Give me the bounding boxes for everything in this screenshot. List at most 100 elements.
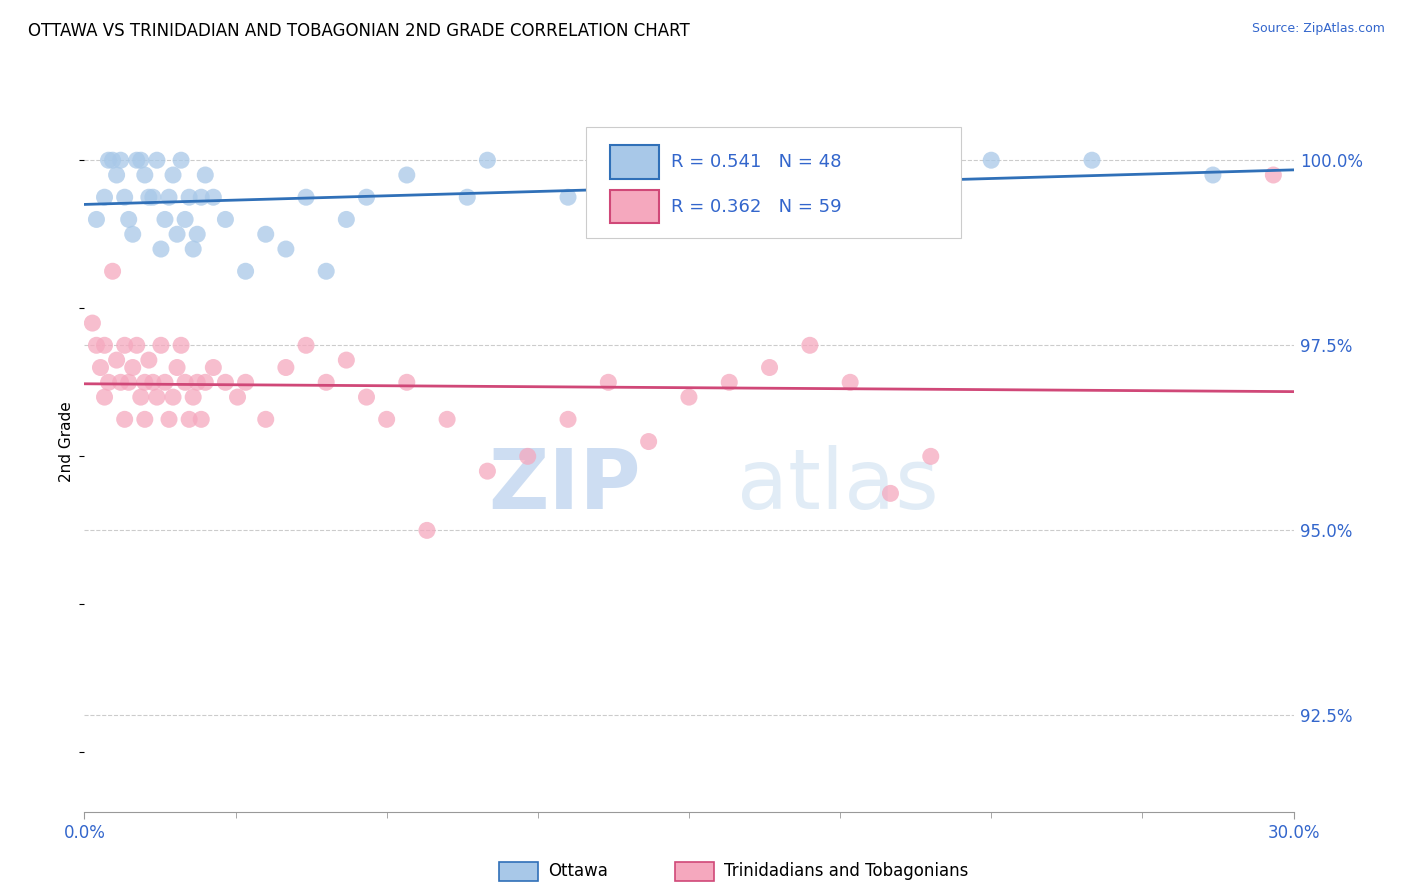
Point (142, 190, 165, 204)
Point (179, 190, 201, 204)
Point (799, 338, 821, 352)
Point (153, 376, 176, 390)
Point (295, 190, 318, 204)
Point (174, 212, 197, 227)
Point (149, 242, 172, 256)
Point (980, 153, 1002, 168)
Point (879, 486, 901, 500)
Point (129, 153, 152, 168)
Point (477, 464, 499, 478)
Point (149, 338, 172, 352)
Point (170, 338, 193, 352)
Point (89, 360, 111, 375)
Point (315, 376, 337, 390)
Point (93, 190, 115, 204)
Point (920, 450, 942, 464)
Point (194, 376, 217, 390)
Point (718, 376, 741, 390)
Point (194, 168, 217, 182)
Point (138, 190, 160, 204)
Point (134, 168, 156, 182)
Point (335, 212, 357, 227)
Point (138, 353, 160, 368)
Point (274, 360, 297, 375)
Point (179, 412, 201, 426)
Point (557, 190, 579, 204)
Point (315, 264, 337, 278)
Point (879, 168, 901, 182)
Point (121, 227, 143, 242)
Point (356, 390, 378, 404)
Point (118, 212, 141, 227)
Point (235, 264, 257, 278)
Point (516, 450, 538, 464)
Text: R = 0.362   N = 59: R = 0.362 N = 59 (671, 198, 841, 216)
Point (153, 212, 176, 227)
Point (110, 376, 132, 390)
Point (82, 316, 104, 330)
Point (1263, 168, 1285, 182)
Point (1081, 153, 1104, 168)
Point (202, 360, 225, 375)
Point (93, 338, 115, 352)
Point (93, 390, 115, 404)
Point (598, 376, 620, 390)
Text: atlas: atlas (737, 445, 939, 526)
Point (226, 390, 249, 404)
Point (97, 153, 120, 168)
Point (174, 376, 197, 390)
Point (477, 153, 499, 168)
Point (637, 434, 659, 449)
Point (86, 338, 108, 352)
Point (125, 338, 148, 352)
Point (658, 190, 681, 204)
Y-axis label: 2nd Grade: 2nd Grade (59, 401, 75, 482)
Text: Trinidadians and Tobagonians: Trinidadians and Tobagonians (724, 863, 969, 880)
Point (129, 390, 152, 404)
Point (114, 190, 136, 204)
Point (235, 376, 257, 390)
Point (114, 338, 136, 352)
Point (170, 153, 193, 168)
FancyBboxPatch shape (610, 190, 659, 223)
Point (395, 376, 418, 390)
Point (214, 212, 236, 227)
Point (758, 360, 780, 375)
Point (186, 227, 208, 242)
Point (97, 376, 120, 390)
Point (142, 376, 165, 390)
Point (86, 212, 108, 227)
Point (1202, 168, 1225, 182)
Point (202, 190, 225, 204)
Point (395, 168, 418, 182)
Point (839, 376, 862, 390)
Text: R = 0.541   N = 48: R = 0.541 N = 48 (671, 153, 841, 171)
Point (121, 360, 143, 375)
Point (295, 338, 318, 352)
Point (375, 412, 398, 426)
Point (105, 168, 128, 182)
Point (678, 390, 700, 404)
Point (779, 190, 801, 204)
Point (356, 190, 378, 204)
Point (114, 412, 136, 426)
Point (146, 390, 169, 404)
Point (254, 412, 277, 426)
Point (416, 524, 439, 538)
Text: ZIP: ZIP (488, 445, 641, 526)
Point (617, 168, 640, 182)
Point (162, 168, 184, 182)
FancyBboxPatch shape (586, 127, 962, 238)
FancyBboxPatch shape (610, 145, 659, 178)
Point (718, 168, 741, 182)
Point (181, 390, 204, 404)
Point (134, 376, 156, 390)
Point (166, 360, 188, 375)
Point (274, 242, 297, 256)
Point (254, 227, 277, 242)
Point (557, 412, 579, 426)
Point (134, 412, 156, 426)
Point (125, 153, 148, 168)
Point (436, 412, 458, 426)
Point (157, 190, 180, 204)
